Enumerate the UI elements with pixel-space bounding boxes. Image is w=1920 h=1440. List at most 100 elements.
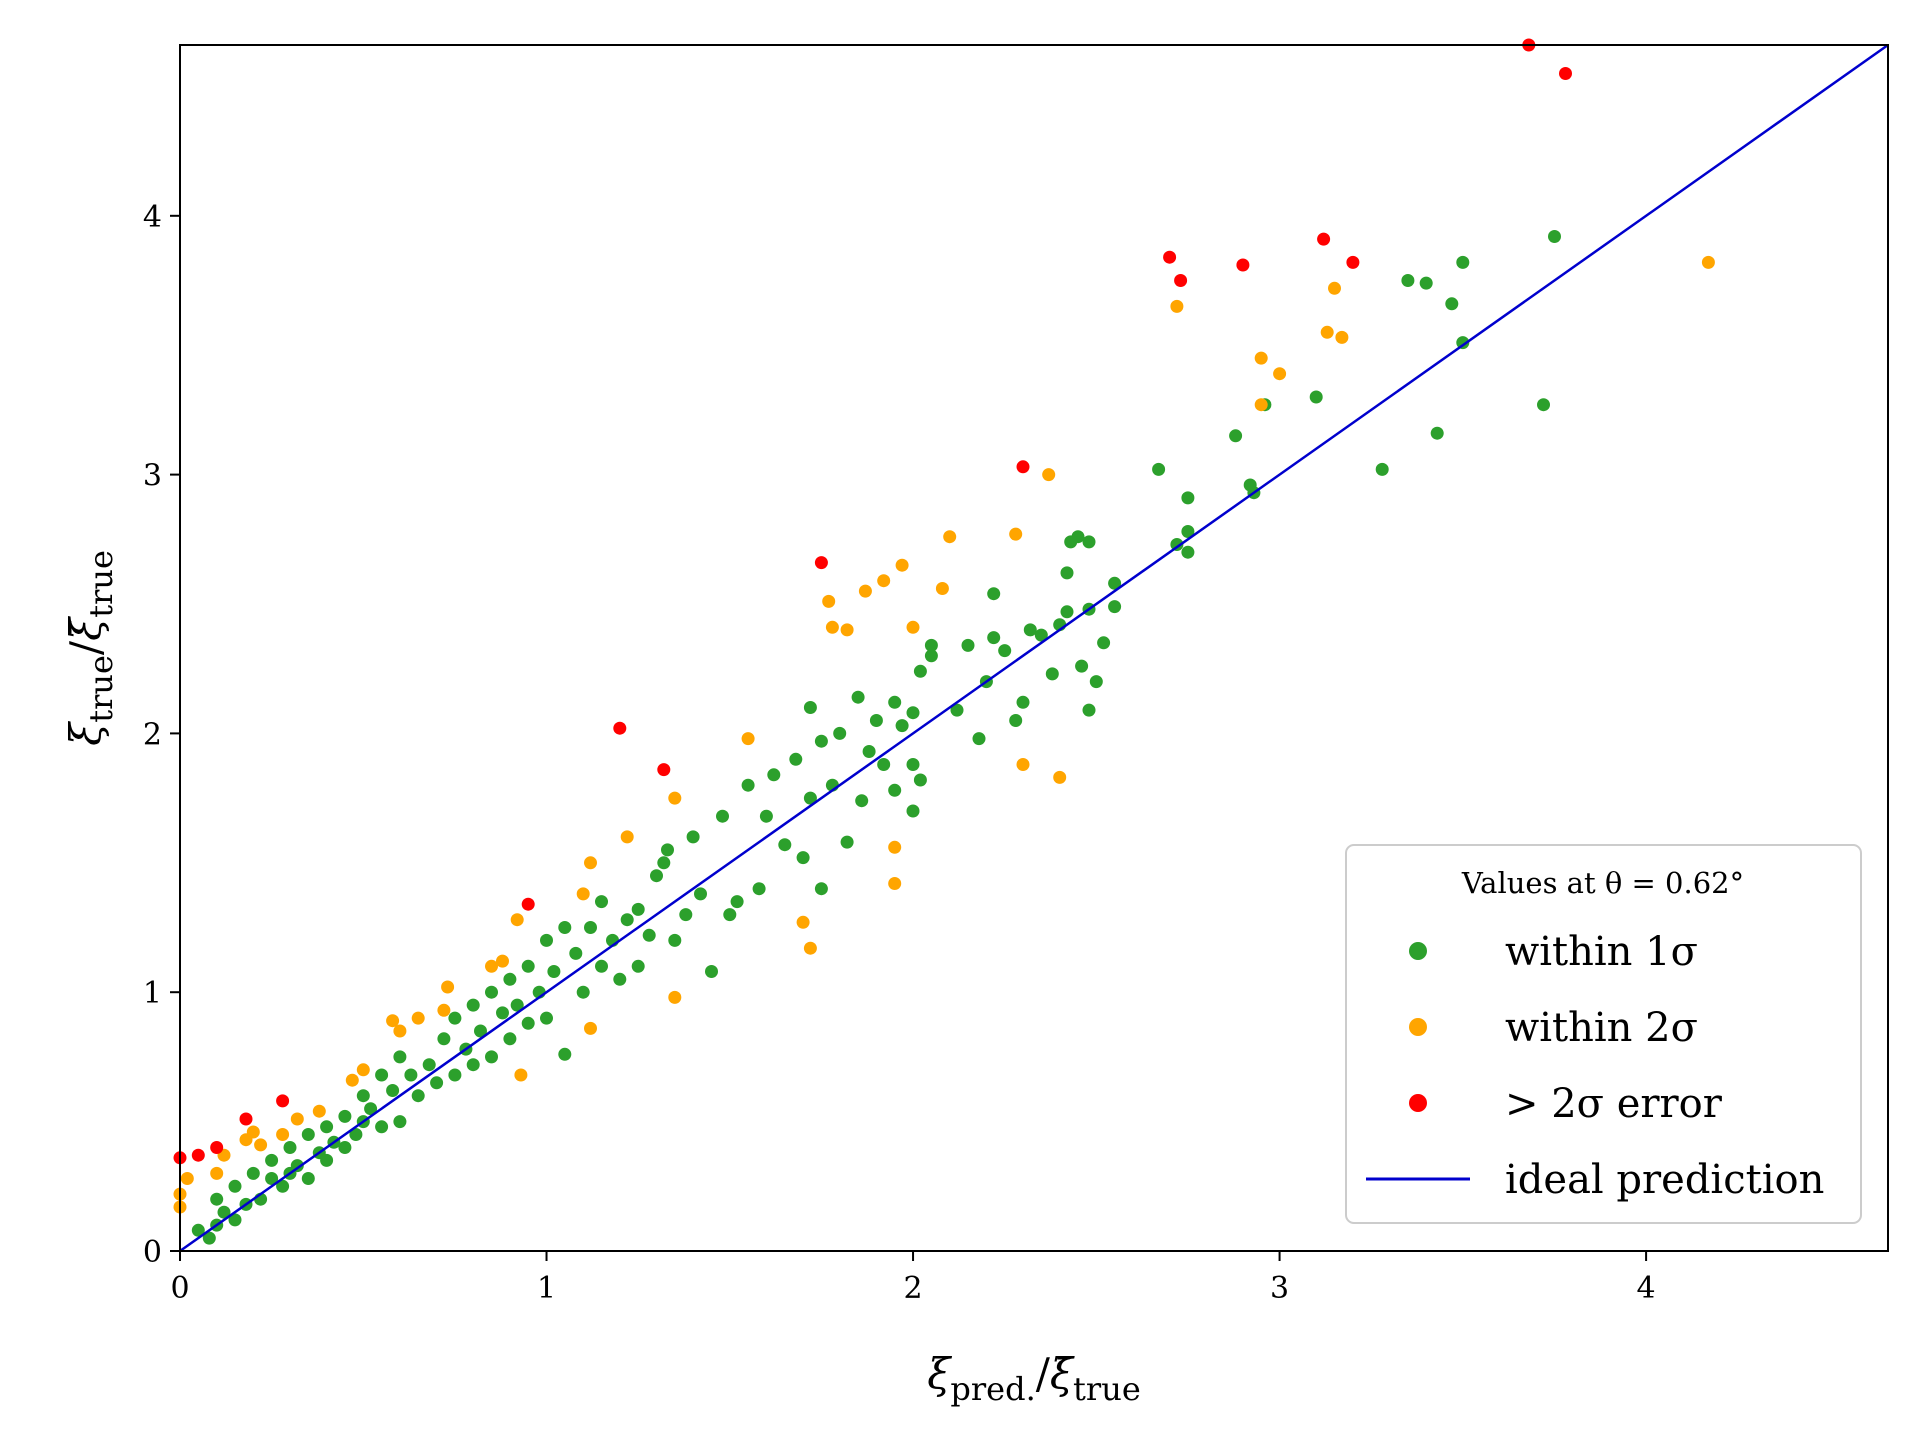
data-point-s0-146	[1419, 276, 1433, 290]
data-point-s0-79	[730, 895, 744, 909]
data-point-s0-96	[862, 745, 876, 758]
data-point-s0-73	[679, 908, 693, 922]
data-point-s0-113	[987, 631, 1001, 645]
data-point-s0-148	[1445, 297, 1459, 311]
data-points	[173, 38, 1715, 1245]
data-point-s0-151	[1537, 398, 1550, 412]
data-point-s0-147	[1430, 426, 1444, 440]
data-point-s0-10	[265, 1172, 279, 1185]
data-point-s0-16	[301, 1172, 315, 1185]
data-point-s0-152	[1548, 230, 1561, 243]
data-point-s1-19	[496, 954, 509, 968]
data-point-s0-60	[584, 921, 597, 934]
data-point-s1-51	[1328, 281, 1341, 295]
data-point-s1-24	[584, 1021, 597, 1035]
data-point-s2-9	[1016, 460, 1030, 474]
legend: Values at θ = 0.62° within 1σ within 2σ …	[1345, 844, 1862, 1224]
data-point-s0-44	[485, 1050, 498, 1064]
data-point-s1-47	[1254, 398, 1268, 412]
data-point-s0-107	[924, 649, 938, 663]
data-point-s0-83	[767, 768, 781, 782]
data-point-s0-61	[595, 959, 608, 973]
x-tick-label-2: 2	[904, 1271, 923, 1306]
data-point-s1-12	[356, 1063, 370, 1077]
data-point-s1-39	[906, 620, 920, 634]
data-point-s1-41	[943, 530, 957, 544]
y-tick-label-0: 0	[143, 1235, 162, 1270]
data-point-s1-31	[822, 594, 836, 608]
data-point-s0-149	[1456, 255, 1470, 269]
data-point-s0-19	[320, 1153, 334, 1167]
ideal-prediction-line	[179, 43, 1889, 1253]
data-point-s0-136	[1181, 525, 1195, 538]
data-point-s0-57	[558, 921, 572, 934]
data-point-s0-56	[558, 1047, 572, 1061]
data-point-s0-84	[778, 838, 792, 852]
data-point-s0-98	[877, 758, 891, 771]
data-point-s0-109	[950, 703, 964, 717]
data-point-s2-3	[239, 1112, 253, 1126]
data-point-s0-35	[422, 1058, 436, 1072]
data-point-s0-93	[840, 835, 854, 849]
data-point-s0-144	[1375, 462, 1389, 476]
data-point-s0-101	[895, 719, 909, 733]
data-point-s1-46	[1170, 299, 1184, 313]
data-point-s0-111	[972, 732, 986, 746]
data-point-s0-68	[642, 928, 656, 942]
data-point-s1-30	[803, 941, 817, 955]
data-point-s0-30	[386, 1084, 400, 1097]
data-point-s1-53	[1701, 255, 1715, 269]
data-point-s0-80	[741, 778, 755, 792]
data-point-s0-5	[228, 1213, 242, 1227]
data-point-s1-27	[668, 990, 682, 1004]
data-point-s0-86	[796, 851, 810, 865]
x-label-main: ξ	[927, 1349, 952, 1398]
data-point-s0-15	[290, 1159, 304, 1173]
data-point-s0-69	[650, 869, 663, 883]
data-point-s0-8	[246, 1166, 260, 1180]
data-point-s1-26	[668, 791, 682, 805]
data-point-s0-46	[496, 1006, 509, 1020]
data-point-s0-38	[448, 1068, 462, 1082]
x-tick-label-4: 4	[1637, 1271, 1656, 1306]
data-point-s0-89	[814, 882, 828, 896]
data-point-s1-45	[1053, 770, 1067, 784]
data-point-s0-72	[668, 933, 682, 947]
data-point-s0-100	[888, 695, 902, 709]
data-point-s0-11	[265, 1153, 279, 1167]
data-point-s0-123	[1060, 605, 1074, 619]
data-point-s0-95	[855, 794, 869, 808]
data-point-s0-150	[1456, 336, 1470, 350]
data-point-s0-50	[521, 1016, 535, 1030]
y-label-denom-sub: true	[82, 550, 120, 618]
data-point-s1-38	[895, 558, 909, 572]
data-point-s2-5	[521, 897, 535, 911]
data-point-s0-39	[448, 1011, 462, 1025]
data-point-s2-6	[613, 721, 627, 735]
data-point-s0-47	[503, 1032, 517, 1046]
legend-label-over-2-sigma: > 2σ error	[1505, 1081, 1723, 1127]
legend-label-within-2-sigma: within 2σ	[1505, 1005, 1698, 1051]
x-label-denom-main: ξ̄	[1050, 1349, 1075, 1398]
legend-marker-within-2-sigma	[1409, 1018, 1427, 1036]
data-point-s0-92	[833, 726, 847, 740]
data-point-s0-75	[694, 887, 707, 901]
data-point-s0-48	[503, 972, 517, 986]
data-point-s0-94	[851, 690, 865, 704]
data-point-s0-103	[906, 706, 920, 720]
data-point-s1-3	[210, 1166, 224, 1180]
data-point-s0-53	[540, 1011, 553, 1025]
data-point-s2-16	[1559, 67, 1572, 80]
legend-marker-over-2-sigma	[1409, 1094, 1427, 1112]
data-point-s0-129	[1082, 703, 1096, 717]
data-point-s1-9	[290, 1112, 304, 1126]
data-point-s2-2	[210, 1141, 224, 1154]
data-point-s0-77	[716, 809, 729, 823]
x-axis-ticks: 0 1 2 3 4	[170, 1251, 1656, 1306]
data-point-s0-104	[906, 804, 920, 818]
data-point-s1-21	[514, 1068, 528, 1082]
data-point-s0-133	[1108, 600, 1122, 614]
data-point-s1-7	[254, 1138, 268, 1152]
data-point-s0-23	[338, 1109, 352, 1123]
